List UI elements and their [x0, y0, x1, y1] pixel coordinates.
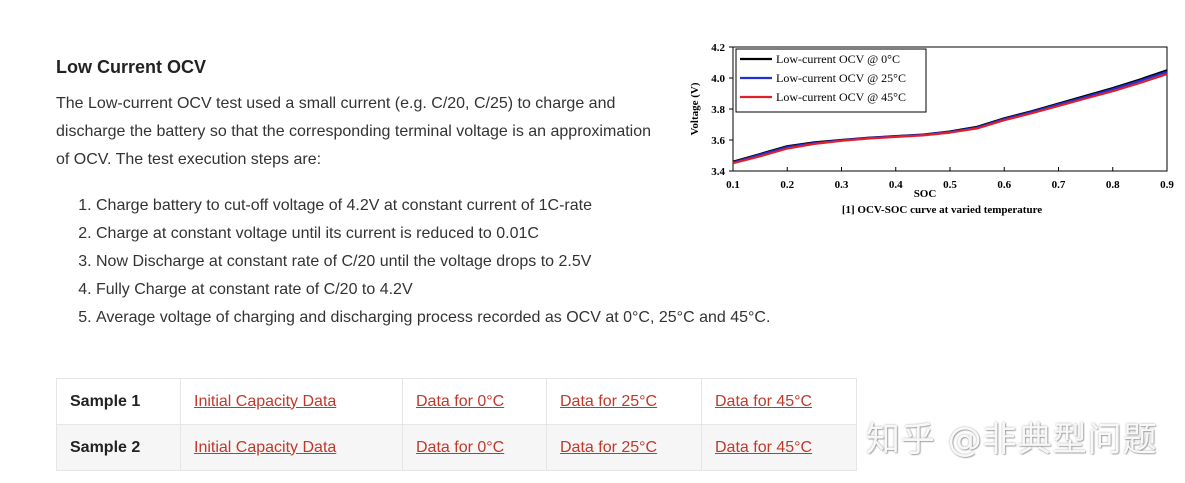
step-item: Fully Charge at constant rate of C/20 to… — [96, 276, 770, 304]
y-tick-label: 3.6 — [711, 135, 725, 147]
intro-paragraph: The Low-current OCV test used a small cu… — [56, 95, 652, 168]
step-item: Charge at constant voltage until its cur… — [96, 220, 770, 248]
table-cell: Initial Capacity Data — [180, 378, 403, 425]
table-row: Sample 2 Initial Capacity Data Data for … — [56, 424, 857, 471]
steps-list: Charge battery to cut-off voltage of 4.2… — [56, 192, 770, 332]
table-cell: Initial Capacity Data — [180, 424, 403, 471]
x-tick-label: 0.3 — [835, 179, 849, 191]
x-tick-label: 0.2 — [780, 179, 794, 191]
table-cell: Data for 25°C — [546, 424, 702, 471]
table-cell: Data for 25°C — [546, 378, 702, 425]
x-tick-label: 0.4 — [889, 179, 903, 191]
step-item: Average voltage of charging and discharg… — [96, 304, 770, 332]
data-table: Sample 1 Initial Capacity Data Data for … — [56, 378, 857, 471]
series-line — [732, 73, 1168, 165]
x-tick-label: 0.9 — [1160, 179, 1174, 191]
initial-capacity-link[interactable]: Initial Capacity Data — [194, 392, 337, 410]
step-item: Charge battery to cut-off voltage of 4.2… — [96, 192, 770, 220]
y-axis-label: Voltage (V) — [689, 82, 701, 135]
legend-box — [735, 48, 927, 113]
chart-caption: [1] OCV-SOC curve at varied temperature — [842, 204, 1042, 216]
legend-label: Low-current OCV @ 0°C — [776, 52, 900, 66]
chart-svg: 0.1 0.2 0.3 0.4 0.5 0.6 0.7 0.8 0.9 3.4 3.6 3.8 4.0 4… — [689, 42, 1174, 216]
data-0c-link[interactable]: Data for 0°C — [416, 392, 505, 410]
table-cell: Data for 45°C — [701, 378, 857, 425]
x-tick-label: 0.5 — [943, 179, 957, 191]
section-heading: Low Current OCV — [56, 57, 207, 77]
data-25c-link[interactable]: Data for 25°C — [560, 438, 658, 456]
x-tick-label: 0.6 — [997, 179, 1011, 191]
legend-label: Low-current OCV @ 25°C — [776, 71, 906, 85]
step-item: Now Discharge at constant rate of C/20 u… — [96, 248, 770, 276]
data-45c-link[interactable]: Data for 45°C — [715, 438, 813, 456]
data-45c-link[interactable]: Data for 45°C — [715, 392, 813, 410]
watermark: 知乎 @非典型问题 — [866, 420, 1158, 460]
y-tick-label: 3.4 — [711, 166, 725, 178]
x-tick-label: 0.7 — [1052, 179, 1066, 191]
legend-label: Low-current OCV @ 45°C — [776, 90, 906, 104]
table-cell: Data for 45°C — [701, 424, 857, 471]
data-0c-link[interactable]: Data for 0°C — [416, 438, 505, 456]
sample-label: Sample 1 — [56, 378, 181, 425]
ocv-soc-chart: 0.1 0.2 0.3 0.4 0.5 0.6 0.7 0.8 0.9 3.4 3.6 3.8 4.0 4… — [684, 36, 1174, 221]
y-tick-label: 4.2 — [711, 42, 725, 54]
sample-label: Sample 2 — [56, 424, 181, 471]
x-axis-label: SOC — [914, 188, 937, 200]
y-tick-label: 3.8 — [711, 104, 725, 116]
data-25c-link[interactable]: Data for 25°C — [560, 392, 658, 410]
x-tick-label: 0.8 — [1106, 179, 1120, 191]
x-tick-label: 0.1 — [726, 179, 740, 191]
table-cell: Data for 0°C — [402, 378, 547, 425]
y-tick-label: 4.0 — [711, 73, 725, 85]
table-row: Sample 1 Initial Capacity Data Data for … — [56, 378, 857, 425]
initial-capacity-link[interactable]: Initial Capacity Data — [194, 438, 337, 456]
table-cell: Data for 0°C — [402, 424, 547, 471]
